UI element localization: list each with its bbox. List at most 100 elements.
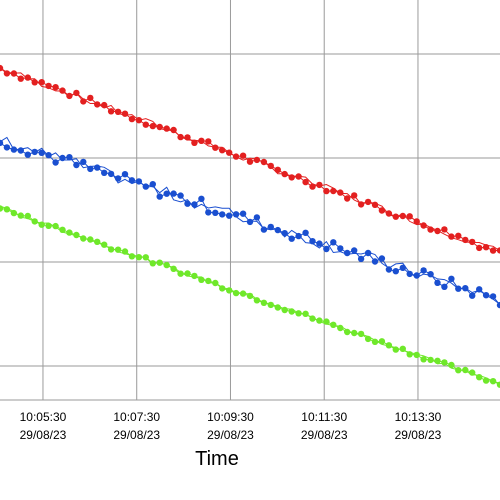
series-point [156, 259, 163, 266]
series-point [260, 158, 268, 166]
series-point [455, 232, 462, 239]
series-point [253, 214, 261, 221]
series-point [128, 177, 136, 184]
series-point [142, 121, 149, 128]
series-point [476, 286, 483, 293]
series-point [149, 181, 156, 188]
series-point [177, 133, 184, 141]
series-point [399, 345, 406, 352]
series-point [219, 285, 226, 292]
series-point [364, 249, 372, 257]
x-tick-time-label: 10:11:30 [301, 410, 347, 424]
series-point [66, 92, 73, 100]
series-point [302, 310, 309, 317]
series-point [371, 201, 379, 208]
series-point [427, 356, 434, 364]
plot-background [0, 0, 500, 400]
x-tick-time-label: 10:09:30 [207, 410, 254, 424]
series-point [392, 213, 399, 220]
series-point [0, 64, 4, 72]
series-point [309, 238, 316, 245]
series-point [392, 346, 399, 353]
x-tick-date-label: 29/08/23 [207, 428, 254, 442]
series-point [434, 357, 441, 364]
series-point [344, 249, 351, 257]
series-point [274, 166, 281, 173]
series-point [489, 293, 497, 300]
series-point [378, 255, 386, 262]
series-point [434, 279, 441, 286]
series-point [0, 205, 4, 212]
series-point [462, 366, 469, 374]
series-point [73, 231, 80, 239]
series-point [205, 277, 212, 285]
series-point [191, 201, 198, 208]
series-point [476, 374, 483, 381]
series-2 [0, 205, 500, 388]
series-point [121, 171, 129, 178]
series-point [52, 159, 59, 166]
series-point [135, 254, 143, 261]
series-point [476, 244, 483, 252]
series-point [232, 289, 240, 297]
x-tick-time-label: 10:05:30 [20, 410, 67, 424]
series-point [260, 299, 268, 306]
series-point [267, 223, 274, 231]
series-point [17, 147, 24, 154]
series-point [246, 158, 254, 165]
series-point [38, 149, 45, 156]
series-point [135, 117, 143, 124]
series-point [59, 87, 66, 94]
series-point [274, 304, 281, 311]
series-point [59, 226, 66, 233]
series-point [302, 229, 309, 236]
series-point [496, 301, 500, 309]
series-point [107, 108, 115, 115]
series-point [295, 310, 302, 317]
series-point [184, 270, 191, 277]
series-point [357, 330, 365, 338]
series-point [163, 261, 170, 269]
series-point [482, 244, 490, 251]
series-point [316, 317, 323, 324]
series-point [170, 190, 177, 197]
series-point [496, 247, 500, 254]
series-point [24, 74, 31, 81]
series-point [184, 200, 191, 207]
series-point [482, 377, 490, 384]
series-point [295, 232, 302, 240]
series-1 [0, 136, 500, 309]
series-point [87, 94, 94, 102]
series-point [323, 318, 330, 325]
series-point [427, 226, 434, 233]
x-tick-labels: 10:05:30 29/08/23 10:07:30 29/08/23 10:09:30… [20, 410, 442, 442]
series-point [163, 125, 170, 132]
series-point [198, 276, 205, 283]
series-point [191, 272, 198, 280]
series-point [281, 230, 288, 237]
series-point [52, 222, 59, 230]
series-point [45, 222, 52, 229]
series-point [121, 248, 129, 255]
series-point [371, 258, 379, 265]
series-point [351, 247, 358, 254]
series-point [281, 170, 288, 178]
series-point [406, 351, 413, 358]
series-point [441, 226, 448, 233]
series-point [462, 236, 469, 244]
series-point [330, 321, 337, 328]
series-point [337, 245, 344, 252]
series-point [239, 152, 247, 159]
series-point [385, 342, 393, 349]
series-point [219, 147, 226, 154]
series-point [17, 212, 24, 219]
series-point [288, 235, 295, 242]
series-point [3, 144, 11, 151]
series-point [260, 226, 268, 233]
series-point [135, 178, 143, 185]
series-point [302, 178, 309, 186]
series-point [337, 189, 344, 196]
series-point [0, 139, 4, 147]
series-point [316, 240, 323, 247]
